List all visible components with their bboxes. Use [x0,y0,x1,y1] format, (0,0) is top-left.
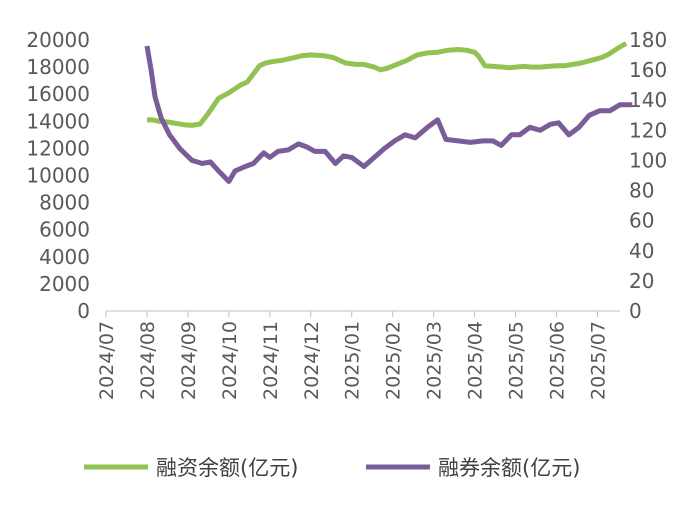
margin-financing-line [147,41,628,128]
y-left-tick-label: 14000 [26,109,90,133]
y-axis-right: 0 20 40 60 80 100 120 140 160 180 [629,28,667,323]
x-tick-label: 2025/06 [547,321,569,400]
x-axis: 2024/07 2024/08 2024/09 2024/10 2024/11 2024/… [96,311,609,400]
y-right-tick-label: 160 [629,58,667,82]
legend-label: 融资余额(亿元) [156,456,298,480]
y-right-tick-label: 40 [629,239,654,263]
y-left-tick-label: 18000 [26,55,90,79]
legend: 融资余额(亿元) 融券余额(亿元) [84,456,580,480]
y-right-tick-label: 0 [629,299,642,323]
series-lines [144,41,633,184]
y-right-tick-label: 140 [629,88,667,112]
x-tick-label: 2025/04 [465,321,487,400]
y-right-tick-label: 60 [629,209,654,233]
x-tick-label: 2025/03 [424,321,446,400]
y-left-tick-label: 20000 [26,28,90,52]
x-tick-label: 2024/09 [178,321,200,400]
y-left-tick-label: 6000 [39,218,90,242]
y-right-tick-label: 180 [629,28,667,52]
y-left-tick-label: 4000 [39,245,90,269]
y-left-tick-label: 12000 [26,136,90,160]
x-tick-label: 2024/07 [96,321,118,400]
y-left-tick-label: 0 [77,299,90,323]
x-tick-label: 2024/11 [260,321,282,400]
x-tick-label: 2024/12 [301,321,323,400]
y-left-tick-label: 10000 [26,164,90,188]
x-tick-label: 2025/07 [587,321,609,400]
y-right-tick-label: 120 [629,118,667,142]
y-left-tick-label: 16000 [26,82,90,106]
y-axis-left: 0 2000 4000 6000 8000 10000 12000 14000 16000 180… [26,28,90,323]
x-tick-label: 2024/08 [137,321,159,400]
legend-label: 融券余额(亿元) [438,456,580,480]
y-right-tick-label: 80 [629,179,654,203]
y-right-tick-label: 20 [629,269,654,293]
x-tick-label: 2025/02 [383,321,405,400]
x-tick-label: 2025/05 [506,321,528,400]
y-left-tick-label: 2000 [39,272,90,296]
x-tick-label: 2025/01 [342,321,364,400]
y-right-tick-label: 100 [629,148,667,172]
y-left-tick-label: 8000 [39,191,90,215]
x-tick-label: 2024/10 [219,321,241,400]
securities-lending-line [144,45,633,184]
